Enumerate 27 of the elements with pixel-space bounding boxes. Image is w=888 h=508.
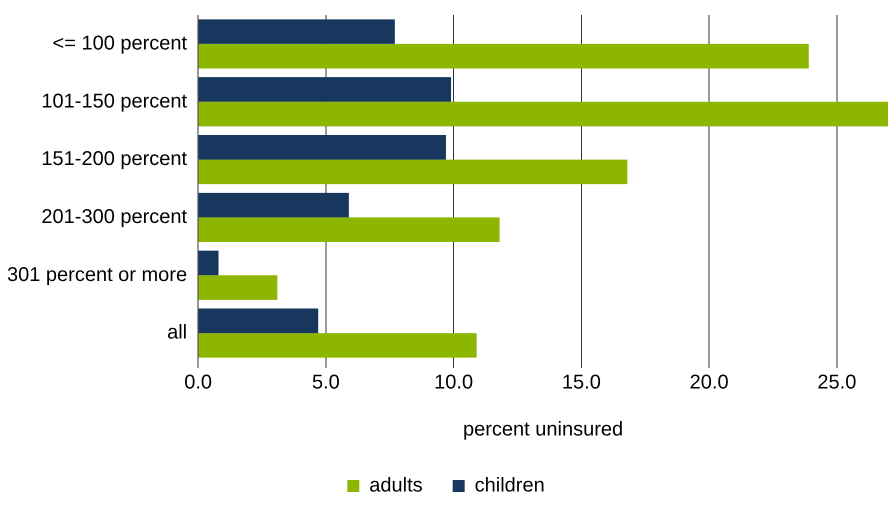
bar xyxy=(198,44,809,68)
y-tick-label: all xyxy=(167,322,188,344)
x-tick-label: 20.0 xyxy=(690,372,729,394)
x-tick-label: 0.0 xyxy=(184,372,212,394)
bar xyxy=(198,308,318,334)
bar xyxy=(198,217,500,242)
x-tick-label: 5.0 xyxy=(312,372,340,394)
x-tick-label: 15.0 xyxy=(562,372,601,394)
bar xyxy=(198,160,628,184)
y-tick-label: <= 100 percent xyxy=(52,32,188,54)
bar xyxy=(198,19,395,44)
y-tick-label: 101-150 percent xyxy=(41,90,188,112)
y-tick-label: 301 percent or more xyxy=(6,264,188,286)
legend-label: children xyxy=(474,474,545,497)
bar xyxy=(198,77,452,102)
y-tick-label: 201-300 percent xyxy=(41,206,188,228)
x-tick-label: 25.0 xyxy=(817,372,856,394)
bar xyxy=(198,275,278,300)
bar xyxy=(198,250,219,276)
y-tick-label: 151-200 percent xyxy=(41,148,188,170)
bar xyxy=(198,333,477,358)
x-tick-label: 10.0 xyxy=(434,372,474,394)
bar xyxy=(198,192,349,218)
x-axis-title: percent uninsured xyxy=(462,418,624,441)
bar xyxy=(198,135,446,160)
legend-label: adults xyxy=(369,474,423,497)
bar xyxy=(198,102,888,126)
